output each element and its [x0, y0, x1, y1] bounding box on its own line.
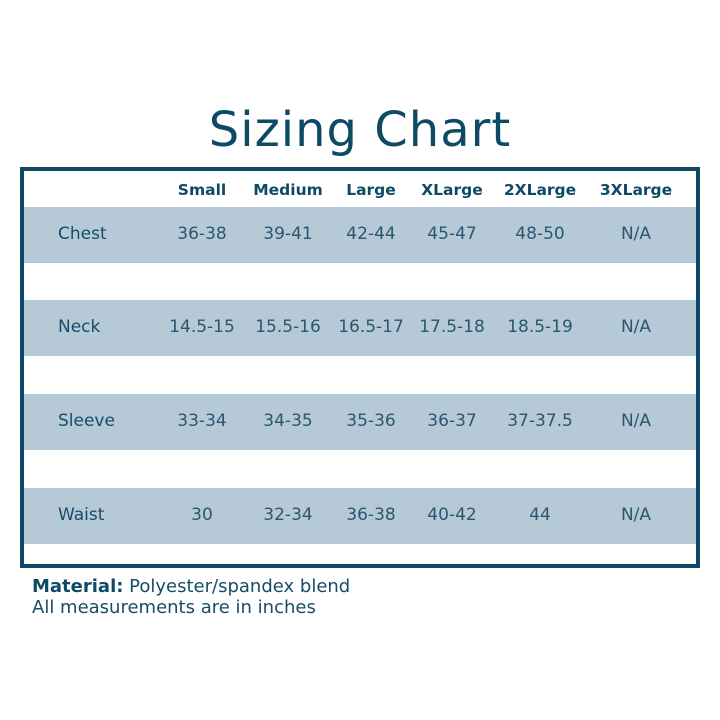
- table-cell: 36-37: [427, 411, 477, 431]
- column-header: Small: [177, 181, 227, 199]
- table-cell: 15.5-16: [255, 317, 321, 337]
- material-value: Polyester/spandex blend: [129, 576, 351, 597]
- notes: Material: Polyester/spandex blend All me…: [32, 576, 350, 618]
- table-cell: N/A: [620, 317, 652, 337]
- table-cell: N/A: [620, 411, 652, 431]
- table-cell: 36-38: [346, 505, 396, 525]
- table-cell: 30: [191, 505, 213, 525]
- column-header: XLarge: [421, 181, 483, 199]
- table-cell: 17.5-18: [419, 317, 485, 337]
- row-label: Sleeve: [58, 411, 115, 431]
- table-cell: 39-41: [263, 224, 313, 244]
- table-cell: 16.5-17: [338, 317, 404, 337]
- table-cell: 42-44: [346, 224, 396, 244]
- table-cell: 36-38: [177, 224, 227, 244]
- table-cell: 18.5-19: [507, 317, 573, 337]
- table-cell: 45-47: [427, 224, 477, 244]
- table-row: Waist 30 32-34 36-38 40-42 44 N/A: [24, 488, 696, 544]
- table-cell: N/A: [620, 224, 652, 244]
- column-header: 2XLarge: [503, 181, 577, 199]
- table-cell: 44: [529, 505, 551, 525]
- table-cell: 48-50: [515, 224, 565, 244]
- table-header: Small Medium Large XLarge 2XLarge 3XLarge: [24, 171, 696, 211]
- row-label: Chest: [58, 224, 107, 244]
- table-cell: 40-42: [427, 505, 477, 525]
- column-header: 3XLarge: [599, 181, 673, 199]
- sizing-table: Small Medium Large XLarge 2XLarge 3XLarge Che…: [20, 167, 700, 568]
- table-cell: 33-34: [177, 411, 227, 431]
- units-note: All measurements are in inches: [32, 597, 316, 618]
- table-cell: 34-35: [263, 411, 313, 431]
- column-header: Large: [346, 181, 396, 199]
- table-row: Chest 36-38 39-41 42-44 45-47 48-50 N/A: [24, 207, 696, 263]
- table-cell: 35-36: [346, 411, 396, 431]
- table-cell: 14.5-15: [169, 317, 235, 337]
- row-label: Neck: [58, 317, 101, 337]
- table-row: Neck 14.5-15 15.5-16 16.5-17 17.5-18 18.5-19 N…: [24, 300, 696, 356]
- row-label: Waist: [58, 505, 105, 525]
- table-cell: 32-34: [263, 505, 313, 525]
- table-cell: 37-37.5: [507, 411, 573, 431]
- column-header: Medium: [253, 181, 323, 199]
- table-row: Sleeve 33-34 34-35 35-36 36-37 37-37.5 N/A: [24, 394, 696, 450]
- table-cell: N/A: [620, 505, 652, 525]
- material-label: Material:: [32, 576, 124, 597]
- page-title: Sizing Chart: [208, 102, 512, 158]
